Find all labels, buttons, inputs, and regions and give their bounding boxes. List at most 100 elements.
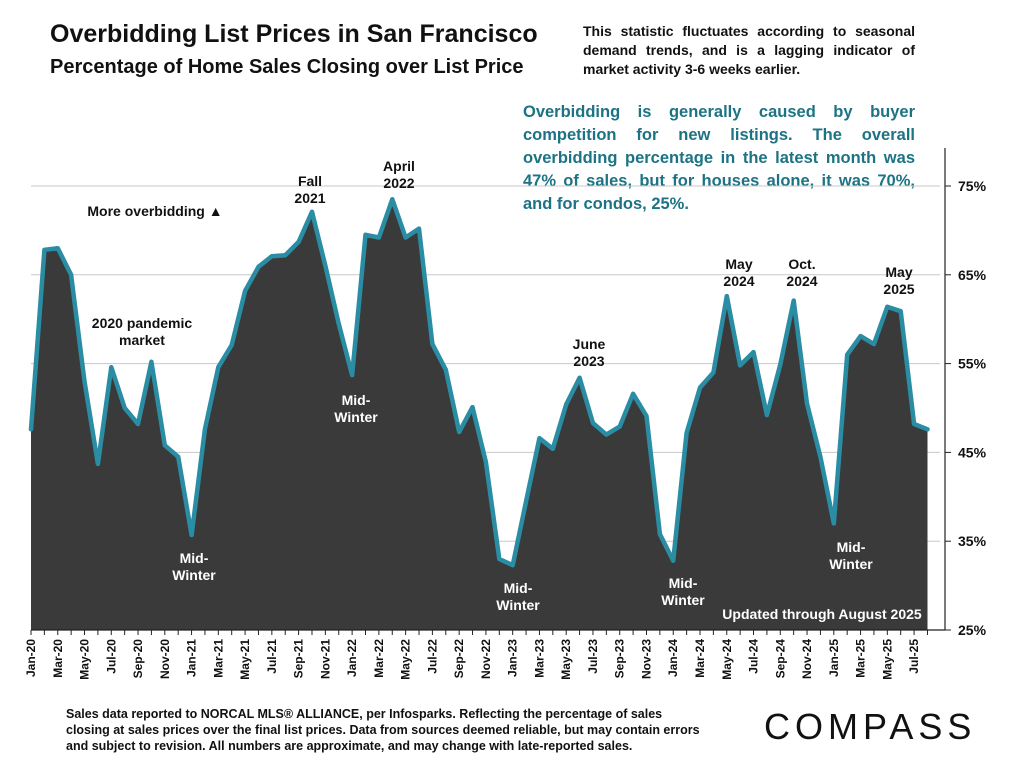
x-tick-label: Mar-20	[51, 639, 65, 678]
y-tick-label: 75%	[958, 178, 987, 194]
annotation-label: June 2023	[573, 336, 606, 369]
x-tick-label: Jan-25	[827, 639, 841, 677]
data-point	[577, 375, 582, 380]
x-tick-label: Sep-22	[452, 639, 466, 679]
data-point	[216, 365, 221, 370]
chart-title: Overbidding List Prices in San Francisco	[50, 20, 538, 48]
data-point	[363, 232, 368, 237]
x-tick-label: Jul-21	[265, 639, 279, 674]
data-point	[69, 272, 74, 277]
x-tick-label: Nov-23	[639, 639, 653, 679]
x-tick-label: Sep-21	[292, 639, 306, 679]
x-tick-label: Sep-24	[773, 639, 787, 679]
y-tick-label: 25%	[958, 622, 987, 638]
area-chart: 25% 35% 45% 55% 65% 75% Jan-20 Mar-20 May-20 Jul-…	[24, 148, 987, 680]
data-point	[644, 414, 649, 418]
data-point	[483, 460, 488, 465]
data-point	[323, 263, 328, 268]
y-tick-label: 65%	[958, 267, 987, 283]
x-tick-label: Jul-23	[586, 639, 600, 674]
data-point	[791, 298, 796, 303]
x-tick-label: Jan-21	[185, 639, 199, 677]
data-point	[283, 253, 288, 258]
y-tick-label: 45%	[958, 444, 987, 460]
data-point	[604, 432, 609, 437]
x-tick-label: Nov-20	[158, 639, 172, 679]
data-point	[202, 427, 207, 432]
data-point	[671, 558, 676, 563]
data-point	[738, 363, 743, 368]
data-point	[417, 226, 421, 231]
compass-logo: COMPASS	[764, 706, 977, 747]
y-tick-label: 35%	[958, 533, 987, 549]
annotation-label: Mid-Winter	[829, 539, 873, 572]
footer-source-note: Sales data reported to NORCAL MLS® ALLIA…	[66, 707, 700, 753]
x-tick-label: Jan-24	[666, 639, 680, 677]
data-point	[229, 343, 234, 347]
x-tick-label: Jul-22	[425, 639, 439, 674]
data-point	[122, 406, 127, 410]
area-fill	[31, 199, 928, 631]
data-point	[430, 342, 435, 347]
x-tick-label: Sep-23	[613, 639, 627, 679]
data-point	[256, 264, 261, 269]
data-point	[149, 359, 154, 364]
data-point	[310, 209, 314, 214]
data-point	[443, 367, 448, 372]
data-point	[350, 373, 355, 378]
x-tick-label: Mar-24	[693, 639, 707, 678]
x-tick-label: Jul-20	[104, 639, 118, 674]
data-point	[336, 321, 341, 326]
annotation-label: May 2025	[883, 264, 914, 297]
annotation-label: Mid-Winter	[172, 550, 216, 583]
data-point	[189, 533, 194, 537]
data-point	[898, 309, 903, 314]
data-point	[162, 443, 167, 448]
updated-through-label: Updated through August 2025	[722, 606, 922, 622]
data-point	[470, 405, 475, 410]
x-tick-label: May-23	[559, 639, 573, 680]
data-point	[243, 288, 248, 293]
x-tick-label: May-25	[880, 639, 894, 680]
seasonal-note: This statistic fluctuates according to s…	[583, 23, 915, 77]
data-point	[912, 422, 917, 426]
series-line	[28, 197, 930, 568]
x-tick-label: May-21	[238, 639, 252, 680]
data-point	[82, 379, 87, 384]
data-point	[831, 521, 836, 526]
data-point	[376, 235, 381, 240]
data-point	[885, 304, 890, 309]
data-point	[871, 342, 876, 347]
x-tick-label: Jan-20	[24, 639, 38, 677]
data-point	[510, 563, 515, 568]
data-point	[29, 427, 33, 432]
annotation-label: Mid-Winter	[334, 392, 378, 425]
data-point	[617, 424, 622, 429]
chart-subtitle: Percentage of Home Sales Closing over Li…	[50, 56, 524, 78]
data-point	[751, 350, 756, 355]
data-point	[42, 247, 47, 252]
x-tick-label: Mar-21	[211, 639, 225, 678]
data-point	[657, 532, 662, 537]
data-point	[684, 430, 689, 435]
data-point	[390, 197, 395, 202]
data-point	[550, 446, 555, 451]
data-point	[858, 334, 863, 339]
x-tick-label: May-22	[399, 639, 413, 680]
data-point	[524, 499, 529, 504]
annotation-label: April 2022	[383, 158, 415, 191]
data-point	[269, 254, 274, 259]
annotation-label: Mid-Winter	[496, 580, 540, 613]
x-tick-label: May-24	[720, 639, 734, 680]
x-tick-label: Jan-23	[506, 639, 520, 677]
x-tick-label: Jul-24	[747, 639, 761, 674]
data-point	[296, 239, 301, 244]
x-tick-label: Sep-20	[131, 639, 145, 679]
x-tick-label: Nov-21	[318, 639, 332, 679]
data-point	[457, 430, 462, 434]
annotation-label: Fall 2021	[294, 173, 325, 206]
annotation-label: May 2024	[723, 256, 754, 289]
data-point	[805, 401, 809, 406]
data-point	[778, 362, 783, 367]
data-point	[95, 461, 100, 466]
